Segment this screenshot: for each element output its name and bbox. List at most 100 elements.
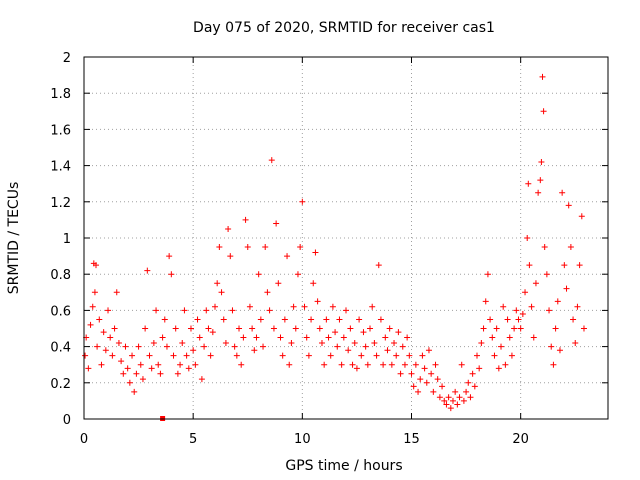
data-point <box>229 307 236 314</box>
data-point <box>425 347 432 354</box>
data-point <box>356 316 363 323</box>
x-axis-label: GPS time / hours <box>285 458 402 474</box>
data-point <box>406 352 413 359</box>
data-point <box>580 325 587 332</box>
data-point <box>297 244 304 251</box>
data-point <box>207 352 214 359</box>
data-point <box>172 325 179 332</box>
data-point <box>351 339 358 346</box>
data-point <box>286 361 293 368</box>
data-point <box>469 370 476 377</box>
data-point <box>236 325 243 332</box>
data-point <box>511 325 518 332</box>
data-point <box>506 334 513 341</box>
data-point <box>576 262 583 269</box>
data-point <box>185 365 192 372</box>
data-point <box>115 339 122 346</box>
y-tick-label: 2 <box>63 51 71 66</box>
data-point <box>329 303 336 310</box>
data-point <box>463 388 470 395</box>
data-point <box>377 316 384 323</box>
data-point <box>225 225 232 232</box>
data-point <box>537 177 544 184</box>
data-point <box>111 325 118 332</box>
data-point <box>218 289 225 296</box>
data-point <box>294 271 301 278</box>
data-point <box>144 267 151 274</box>
data-point <box>264 289 271 296</box>
data-point <box>316 325 323 332</box>
data-point <box>476 365 483 372</box>
data-point <box>478 339 485 346</box>
data-point <box>347 325 354 332</box>
data-point <box>484 271 491 278</box>
data-point <box>410 383 417 390</box>
data-point <box>548 343 555 350</box>
data-point <box>467 394 474 401</box>
data-point <box>163 343 170 350</box>
data-point <box>460 397 467 404</box>
data-point <box>109 352 116 359</box>
data-point <box>129 352 136 359</box>
data-point <box>353 365 360 372</box>
data-point <box>384 347 391 354</box>
data-point <box>273 220 280 227</box>
data-point <box>209 329 216 336</box>
data-point <box>489 334 496 341</box>
data-point <box>482 298 489 305</box>
data-point <box>465 379 472 386</box>
data-point <box>98 361 105 368</box>
grid-lines <box>84 57 608 419</box>
data-point <box>268 157 275 164</box>
data-point <box>244 244 251 251</box>
data-point <box>124 365 131 372</box>
data-point <box>404 334 411 341</box>
data-point <box>190 347 197 354</box>
data-point <box>334 343 341 350</box>
data-point <box>220 316 227 323</box>
data-point <box>212 303 218 310</box>
data-point <box>493 325 500 332</box>
data-point <box>500 303 507 310</box>
y-tick-label: 0 <box>63 413 71 428</box>
data-point <box>369 303 376 310</box>
data-point <box>362 343 369 350</box>
data-point <box>332 329 339 336</box>
x-tick-label: 15 <box>403 432 420 447</box>
data-point <box>301 303 308 310</box>
data-point <box>279 352 286 359</box>
data-point <box>203 307 210 314</box>
data-point <box>102 347 109 354</box>
data-point <box>508 352 515 359</box>
data-point <box>458 361 465 368</box>
x-tick-label: 20 <box>512 432 529 447</box>
y-tick-label: 0.4 <box>50 341 71 356</box>
data-point <box>305 352 312 359</box>
y-tick-label: 0.6 <box>50 304 71 319</box>
data-point <box>155 361 162 368</box>
data-point <box>443 401 450 408</box>
data-point <box>281 316 288 323</box>
data-point <box>391 339 398 346</box>
data-point <box>292 325 299 332</box>
data-point <box>266 307 273 314</box>
data-point <box>179 339 186 346</box>
data-point <box>201 343 208 350</box>
data-point <box>491 352 498 359</box>
data-point <box>525 180 532 187</box>
data-point <box>524 235 531 241</box>
chart-title: Day 075 of 2020, SRMTID for receiver cas… <box>193 20 495 36</box>
data-point <box>113 289 120 296</box>
y-tick-label: 1 <box>63 232 71 247</box>
data-point <box>135 343 142 350</box>
data-point <box>277 334 284 341</box>
data-point <box>561 262 568 269</box>
data-point <box>96 316 103 323</box>
x-tick-label: 0 <box>80 432 88 447</box>
data-point <box>498 343 505 350</box>
data-point <box>423 379 430 386</box>
data-point <box>367 325 374 332</box>
y-axis-label: SRMTID / TECUs <box>6 182 22 295</box>
data-point <box>386 325 393 332</box>
